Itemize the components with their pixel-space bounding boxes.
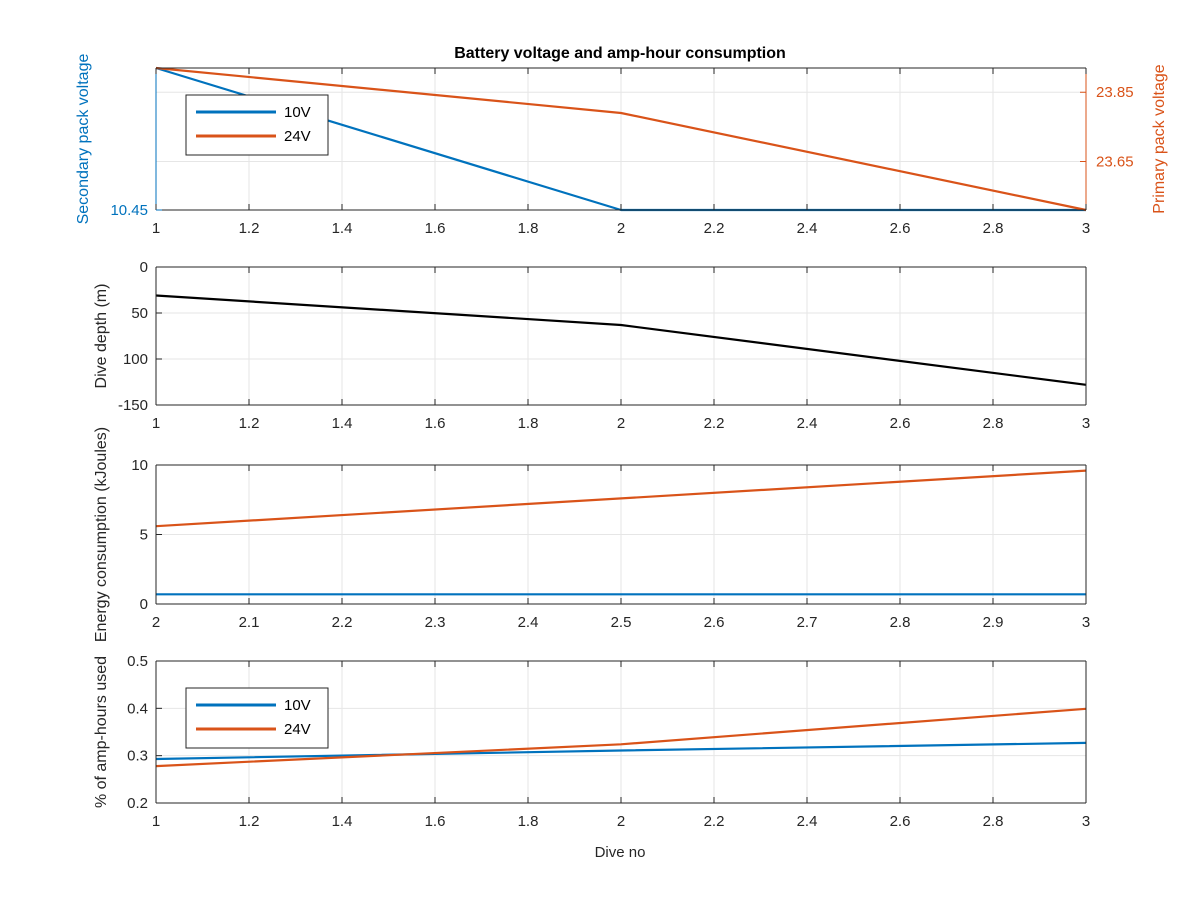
x-tick-label: 2 — [617, 220, 625, 237]
y-tick-label: 10 — [131, 457, 148, 474]
figure-title: Battery voltage and amp-hour consumption — [454, 45, 786, 62]
y-axis-label: Energy consumption (kJoules) — [93, 427, 110, 642]
x-tick-label: 1.8 — [518, 220, 539, 237]
series-line-24V — [155, 707, 1087, 768]
x-tick-label: 2.6 — [704, 614, 725, 631]
y-tick-label: 0.3 — [127, 748, 148, 765]
x-tick-label: 3 — [1082, 813, 1090, 830]
y-axis-label: Secondary pack voltage — [75, 54, 92, 225]
x-tick-label: 2.4 — [797, 220, 818, 237]
legend-label-10V: 10V — [284, 104, 311, 121]
series-line-24V — [155, 66, 1087, 212]
chart-panel-2: 1 1.2 1.4 1.6 1.8 2 2.2 2.4 2.6 2.8 3 0 50 100 -150 Div… — [93, 259, 1090, 432]
x-tick-label: 1 — [152, 813, 160, 830]
x-tick-label: 3 — [1082, 415, 1090, 432]
x-tick-label: 2.4 — [797, 813, 818, 830]
series-line-10V — [155, 741, 1087, 761]
x-tick-label: 1 — [152, 415, 160, 432]
chart-panel-4: 1 1.2 1.4 1.6 1.8 2 2.2 2.4 2.6 2.8 3 0.2 0.3 0.4 0.5%… — [93, 653, 1090, 830]
x-tick-label: 2.6 — [890, 813, 911, 830]
x-tick-label: 2.8 — [983, 415, 1004, 432]
x-tick-label: 1.8 — [518, 415, 539, 432]
x-tick-label: 2.8 — [890, 614, 911, 631]
x-tick-label: 2.9 — [983, 614, 1004, 631]
x-tick-label: 2.2 — [704, 220, 725, 237]
chart-panel-3: 2 2.1 2.2 2.3 2.4 2.5 2.6 2.7 2.8 2.9 3 0 5 10 Energy … — [93, 427, 1090, 642]
chart-panels: 1 1.2 1.4 1.6 1.8 2 2.2 2.4 2.6 2.8 310.4523.6523.… — [75, 54, 1168, 830]
x-tick-label: 1.4 — [332, 415, 353, 432]
legend-label-24V: 24V — [284, 721, 311, 738]
chart-panel-1: 1 1.2 1.4 1.6 1.8 2 2.2 2.4 2.6 2.8 3 10.45 23.65 23.… — [75, 54, 1168, 237]
x-tick-label: 2 — [617, 813, 625, 830]
series-line-black — [155, 294, 1087, 386]
y-tick-label: 0 — [140, 259, 148, 276]
x-tick-label: 2.4 — [518, 614, 539, 631]
legend-label-24V: 24V — [284, 128, 311, 145]
y-axis-label-right: Primary pack voltage — [1151, 64, 1168, 213]
x-tick-label: 1.2 — [239, 220, 260, 237]
x-tick-label: 2.2 — [704, 813, 725, 830]
x-tick-label: 1.6 — [425, 220, 446, 237]
legend-label-10V: 10V — [284, 697, 311, 714]
x-tick-label: 2.4 — [797, 415, 818, 432]
x-tick-label: 2 — [152, 614, 160, 631]
x-tick-label: 1 — [152, 220, 160, 237]
x-tick-label: 1.8 — [518, 813, 539, 830]
series-line-orange — [155, 469, 1087, 528]
y-tick-label: 0.5 — [127, 653, 148, 670]
x-tick-label: 2.2 — [332, 614, 353, 631]
x-tick-label: 2.8 — [983, 220, 1004, 237]
y-tick-label: 50 — [131, 305, 148, 322]
x-tick-label: 2.6 — [890, 415, 911, 432]
y-tick-label-right: 23.85 — [1096, 84, 1134, 101]
legend-box — [185, 94, 329, 156]
y-tick-label: 0.2 — [127, 795, 148, 812]
x-tick-label: 1.2 — [239, 813, 260, 830]
x-tick-label: 2 — [617, 415, 625, 432]
x-tick-label: 2.6 — [890, 220, 911, 237]
x-tick-label: 2.1 — [239, 614, 260, 631]
y-tick-label: 100 — [123, 351, 148, 368]
x-tick-label: 2.7 — [797, 614, 818, 631]
x-tick-label: 1.4 — [332, 220, 353, 237]
legend-box — [185, 687, 329, 749]
x-tick-label: 1.6 — [425, 813, 446, 830]
y-tick-label-right: 23.65 — [1096, 154, 1134, 171]
x-tick-label: 2.2 — [704, 415, 725, 432]
y-axis-label: Dive depth (m) — [93, 284, 110, 389]
x-tick-label: 1.4 — [332, 813, 353, 830]
x-tick-label: 3 — [1082, 614, 1090, 631]
x-tick-label: 3 — [1082, 220, 1090, 237]
x-tick-label: 1.2 — [239, 415, 260, 432]
y-tick-label: -150 — [118, 397, 148, 414]
x-tick-label: 1.6 — [425, 415, 446, 432]
y-tick-label: 5 — [140, 527, 148, 544]
x-tick-label: 2.8 — [983, 813, 1004, 830]
y-axis-label: % of amp-hours used — [93, 656, 110, 808]
y-tick-label: 10.45 — [110, 202, 148, 219]
x-tick-label: 2.3 — [425, 614, 446, 631]
x-tick-label: 2.5 — [611, 614, 632, 631]
y-tick-label: 0.4 — [127, 700, 148, 717]
y-tick-label: 0 — [140, 596, 148, 613]
x-axis-label: Dive no — [595, 844, 646, 861]
